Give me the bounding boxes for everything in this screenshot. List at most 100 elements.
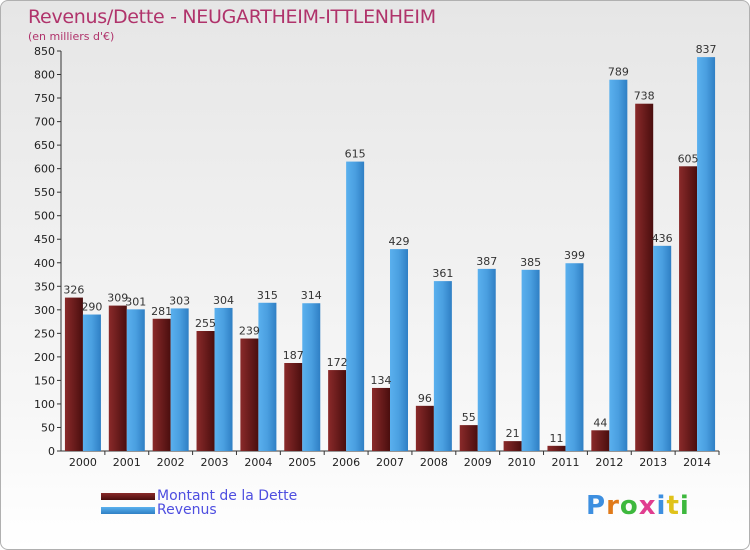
value-label-revenus: 304 bbox=[213, 294, 234, 307]
bar-revenus bbox=[346, 161, 365, 451]
x-tick-label: 2012 bbox=[595, 456, 623, 469]
value-label-dette: 309 bbox=[107, 292, 128, 305]
x-tick-label: 2010 bbox=[508, 456, 536, 469]
logo-letter: r bbox=[606, 491, 620, 521]
x-tick-label: 2011 bbox=[551, 456, 579, 469]
value-label-dette: 255 bbox=[195, 317, 216, 330]
value-label-dette: 187 bbox=[283, 349, 304, 362]
value-label-revenus: 436 bbox=[652, 232, 673, 245]
bar-dette bbox=[152, 318, 171, 451]
y-tick-label: 250 bbox=[34, 327, 55, 340]
value-label-revenus: 314 bbox=[301, 289, 322, 302]
legend-swatch-revenus bbox=[101, 506, 155, 514]
proxiti-logo: Proxiti bbox=[586, 491, 690, 521]
y-tick-label: 100 bbox=[34, 398, 55, 411]
legend-label-revenus: Revenus bbox=[157, 502, 217, 518]
bar-revenus bbox=[433, 281, 452, 451]
bar-dette bbox=[372, 387, 390, 451]
x-tick-label: 2000 bbox=[69, 456, 97, 469]
bar-revenus bbox=[214, 307, 233, 451]
bar-revenus bbox=[82, 314, 101, 451]
value-label-revenus: 361 bbox=[432, 267, 453, 280]
y-tick-label: 600 bbox=[34, 163, 55, 176]
value-label-revenus: 315 bbox=[257, 289, 278, 302]
y-tick-label: 200 bbox=[34, 351, 55, 364]
value-label-revenus: 290 bbox=[81, 301, 102, 314]
value-label-dette: 55 bbox=[462, 411, 476, 424]
bar-revenus bbox=[697, 57, 716, 451]
x-tick-label: 2003 bbox=[201, 456, 229, 469]
value-label-dette: 605 bbox=[678, 152, 699, 165]
x-tick-label: 2005 bbox=[288, 456, 316, 469]
bar-dette bbox=[108, 305, 127, 451]
bar-revenus bbox=[126, 309, 145, 451]
bar-revenus bbox=[390, 249, 408, 451]
x-tick-label: 2009 bbox=[464, 456, 492, 469]
y-tick-label: 700 bbox=[34, 116, 55, 129]
bar-revenus bbox=[302, 303, 321, 451]
bar-dette bbox=[503, 441, 522, 451]
value-label-dette: 239 bbox=[239, 325, 260, 338]
y-tick-label: 550 bbox=[34, 186, 55, 199]
y-tick-label: 800 bbox=[34, 69, 55, 82]
value-label-revenus: 399 bbox=[564, 249, 585, 262]
logo-letter: x bbox=[638, 491, 657, 521]
value-label-dette: 11 bbox=[549, 432, 563, 445]
bar-revenus bbox=[521, 269, 540, 451]
x-tick-label: 2007 bbox=[376, 456, 404, 469]
bar-dette bbox=[284, 363, 303, 451]
value-label-dette: 96 bbox=[418, 392, 432, 405]
logo-letter: i bbox=[656, 491, 667, 521]
x-tick-label: 2014 bbox=[683, 456, 711, 469]
y-tick-label: 400 bbox=[34, 257, 55, 270]
logo-letter: P bbox=[586, 491, 607, 521]
bar-revenus bbox=[170, 308, 189, 451]
bar-dette bbox=[240, 338, 259, 451]
bar-dette bbox=[679, 166, 698, 451]
bar-dette bbox=[415, 405, 434, 451]
x-tick-label: 2004 bbox=[244, 456, 272, 469]
value-label-dette: 326 bbox=[63, 284, 84, 297]
value-label-dette: 134 bbox=[371, 374, 392, 387]
x-tick-label: 2001 bbox=[113, 456, 141, 469]
bar-chart: 0 50 100 150 200 250 300 350 400 450 500 550 600 650 7… bbox=[34, 43, 720, 469]
x-tick-label: 2006 bbox=[332, 456, 360, 469]
value-label-revenus: 303 bbox=[169, 294, 190, 307]
x-tick-label: 2002 bbox=[157, 456, 185, 469]
bar-dette bbox=[64, 297, 83, 451]
legend-item-revenus: Revenus bbox=[101, 502, 217, 518]
value-label-revenus: 301 bbox=[125, 295, 146, 308]
x-tick-label: 2013 bbox=[639, 456, 667, 469]
legend-item-dette: Montant de la Dette bbox=[101, 488, 297, 504]
y-tick-label: 0 bbox=[48, 445, 55, 458]
value-label-revenus: 387 bbox=[476, 255, 497, 268]
logo-letter: t bbox=[666, 491, 680, 521]
x-tick-label: 2008 bbox=[420, 456, 448, 469]
y-tick-label: 850 bbox=[34, 45, 55, 58]
y-tick-label: 650 bbox=[34, 139, 55, 152]
value-label-revenus: 837 bbox=[696, 43, 717, 56]
bar-dette bbox=[459, 425, 478, 451]
bar-revenus bbox=[609, 79, 628, 452]
y-tick-label: 750 bbox=[34, 92, 55, 105]
bar-revenus bbox=[477, 268, 496, 451]
value-label-revenus: 615 bbox=[345, 148, 366, 161]
bar-dette bbox=[328, 370, 347, 451]
value-label-revenus: 429 bbox=[389, 235, 410, 248]
logo-letter: o bbox=[619, 491, 639, 521]
legend-label-dette: Montant de la Dette bbox=[157, 488, 298, 504]
value-label-dette: 44 bbox=[593, 416, 607, 429]
y-tick-label: 450 bbox=[34, 233, 55, 246]
bar-revenus bbox=[565, 263, 584, 451]
value-label-dette: 281 bbox=[151, 305, 172, 318]
y-tick-label: 150 bbox=[34, 374, 55, 387]
value-label-revenus: 385 bbox=[520, 256, 541, 269]
chart-title: Revenus/Dette - NEUGARTHEIM-ITTLENHEIM bbox=[28, 6, 436, 28]
y-tick-label: 350 bbox=[34, 280, 55, 293]
value-label-revenus: 789 bbox=[608, 66, 629, 79]
value-label-dette: 172 bbox=[327, 356, 348, 369]
bar-dette bbox=[196, 331, 215, 451]
bar-dette bbox=[635, 103, 654, 452]
bar-revenus bbox=[653, 245, 672, 451]
